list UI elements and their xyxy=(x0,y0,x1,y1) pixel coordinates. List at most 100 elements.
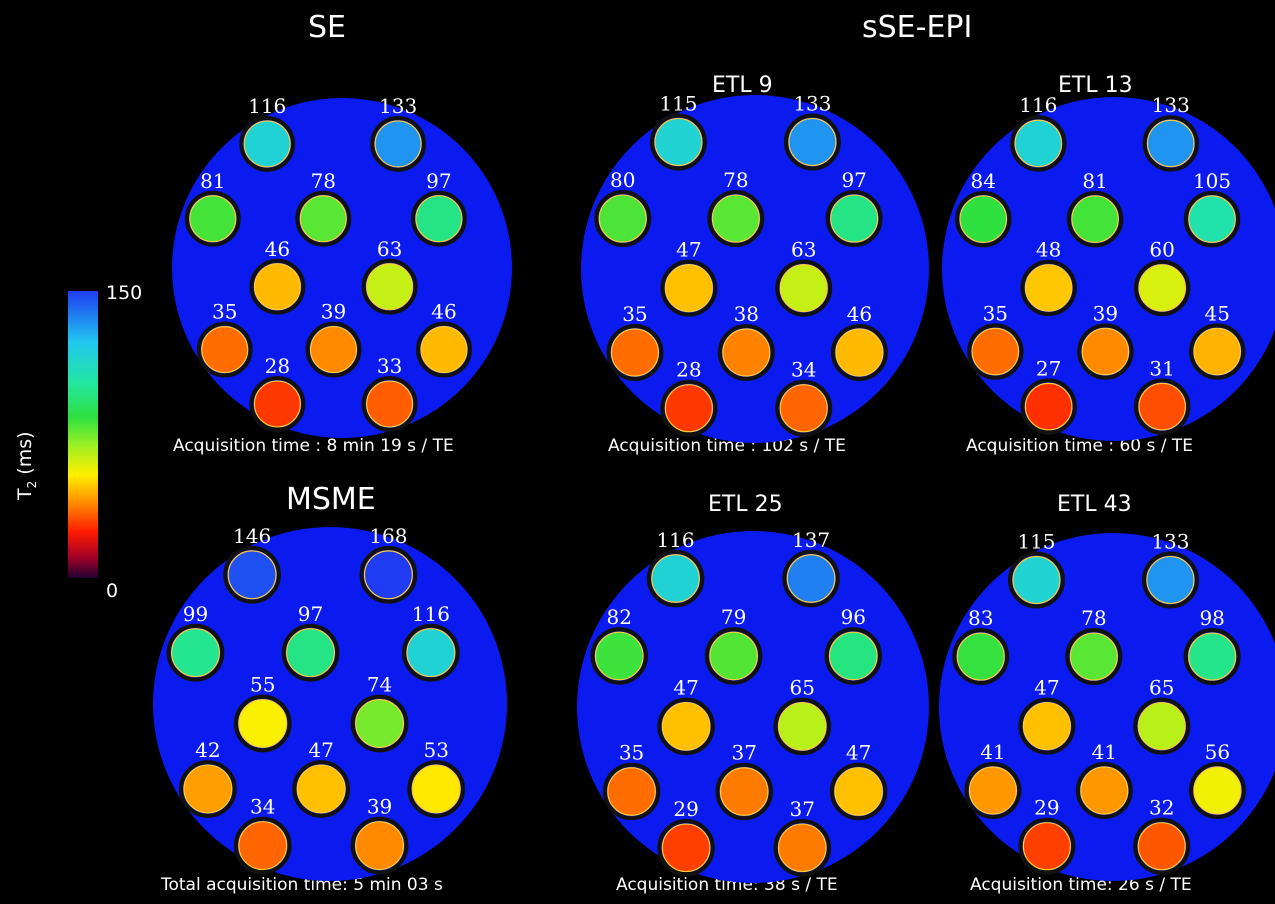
phantom-etl9: 115 133 80 78 97 47 63 35 38 46 28 34 xyxy=(581,91,929,443)
vial-rim xyxy=(775,259,833,317)
vial-rim xyxy=(281,623,340,682)
vial-rim xyxy=(223,545,282,604)
vial-rim xyxy=(1183,190,1241,248)
colorbar-min-label: 0 xyxy=(106,580,119,602)
phantom-disk xyxy=(153,527,507,881)
vial-rim xyxy=(166,623,225,682)
vial-rim xyxy=(715,762,773,821)
vial xyxy=(1146,119,1195,168)
vial xyxy=(1188,195,1236,243)
vial-rim xyxy=(1018,817,1076,875)
vial-t2-label: 99 xyxy=(183,602,208,626)
vial xyxy=(1193,766,1242,815)
vial-rim xyxy=(1188,323,1246,380)
vial xyxy=(1022,822,1071,871)
vial-t2-label: 56 xyxy=(1205,740,1230,764)
vial-rim xyxy=(350,816,409,875)
vial xyxy=(309,326,358,374)
vial xyxy=(607,767,656,816)
vial-t2-label: 97 xyxy=(298,602,323,626)
vial-rim xyxy=(249,376,306,432)
title-se: SE xyxy=(308,10,346,45)
vial-t2-label: 65 xyxy=(790,676,815,700)
vial xyxy=(286,628,336,678)
vial-t2-label: 78 xyxy=(723,168,748,192)
vial xyxy=(719,767,769,816)
vial-t2-label: 116 xyxy=(656,528,694,552)
vial-rim xyxy=(361,376,418,432)
vial-t2-label: 78 xyxy=(311,169,336,193)
vial-t2-label: 47 xyxy=(308,738,333,762)
vial-rim xyxy=(350,694,409,753)
vial-t2-label: 37 xyxy=(790,797,815,821)
vial-t2-label: 32 xyxy=(1149,796,1174,820)
phantom-se: 116 133 81 78 97 46 63 35 39 46 28 33 xyxy=(172,94,512,438)
phantom-disk xyxy=(172,98,512,438)
caption-se: Acquisition time : 8 min 19 s / TE xyxy=(173,436,454,456)
phantom-msme: 146 168 99 97 116 55 74 42 47 53 34 39 xyxy=(153,524,507,881)
vial-rim xyxy=(707,190,765,248)
vial xyxy=(598,194,647,243)
vial-rim xyxy=(825,190,883,248)
vial-t2-label: 29 xyxy=(673,797,698,821)
vial-rim xyxy=(1142,115,1199,172)
vial xyxy=(355,821,405,871)
vial-rim xyxy=(657,819,715,877)
vial xyxy=(834,767,883,816)
phantom-disk xyxy=(942,97,1275,441)
vial-rim xyxy=(775,379,833,437)
vial-rim xyxy=(184,190,241,247)
vial-t2-label: 63 xyxy=(791,238,816,262)
vial xyxy=(835,328,884,377)
vial-rim xyxy=(292,760,351,818)
phantom-disk xyxy=(939,533,1275,881)
vial-rim xyxy=(649,113,707,171)
vial-t2-label: 82 xyxy=(607,605,632,629)
vial xyxy=(296,764,346,814)
vial xyxy=(238,821,288,871)
vial-rim xyxy=(370,115,427,172)
vial xyxy=(1012,555,1061,605)
vial-rim xyxy=(830,324,888,382)
vial xyxy=(374,120,422,168)
vial xyxy=(299,195,347,243)
vial-t2-label: 28 xyxy=(676,358,701,382)
vial xyxy=(968,766,1018,815)
vial xyxy=(1137,822,1186,871)
vial xyxy=(786,554,836,603)
vial-t2-label: 97 xyxy=(426,169,451,193)
vial-t2-label: 45 xyxy=(1204,301,1229,325)
vial-rim xyxy=(1020,378,1077,435)
vial xyxy=(1138,382,1186,431)
title-etl9: ETL 9 xyxy=(712,73,773,98)
phantom-disk xyxy=(577,531,929,883)
vial xyxy=(709,631,759,681)
vial-t2-label: 35 xyxy=(619,741,644,765)
vial xyxy=(253,380,301,428)
caption-msme: Total acquisition time: 5 min 03 s xyxy=(161,875,443,895)
vial-t2-label: 84 xyxy=(971,169,996,193)
vial-t2-label: 47 xyxy=(673,676,698,700)
vial-t2-label: 38 xyxy=(734,302,759,326)
vial xyxy=(1069,632,1118,681)
vial-t2-label: 39 xyxy=(367,795,392,819)
vial-t2-label: 42 xyxy=(195,738,220,762)
vial-t2-label: 46 xyxy=(847,302,872,326)
vial xyxy=(722,328,771,377)
vial-t2-label: 80 xyxy=(610,168,635,192)
vial-t2-label: 27 xyxy=(1036,356,1061,380)
vial-rim xyxy=(773,819,832,877)
vial xyxy=(201,326,249,374)
vial xyxy=(1193,327,1242,376)
vial xyxy=(777,701,827,751)
vial xyxy=(610,328,660,377)
vial-t2-label: 28 xyxy=(265,354,290,378)
vial-rim xyxy=(782,549,840,608)
vial-rim xyxy=(1141,551,1199,609)
vial-t2-label: 116 xyxy=(1019,93,1057,117)
vial-rim xyxy=(1133,817,1191,875)
vial-t2-label: 35 xyxy=(212,300,237,324)
title-ssepi: sSE-EPI xyxy=(862,10,973,45)
vial xyxy=(253,263,301,311)
